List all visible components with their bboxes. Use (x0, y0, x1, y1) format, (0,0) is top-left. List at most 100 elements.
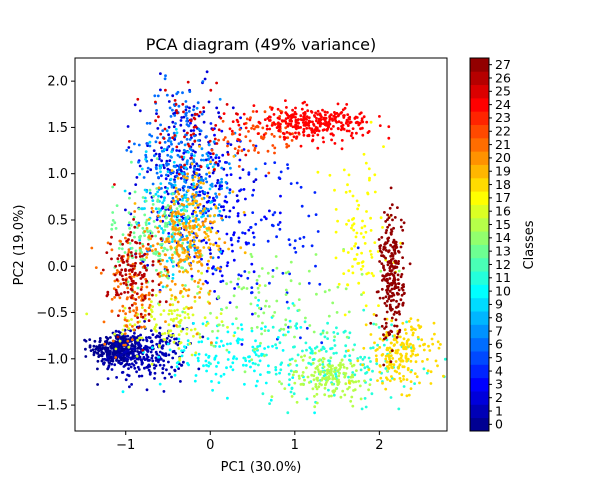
scatter-point (253, 312, 257, 315)
scatter-point (143, 207, 146, 210)
scatter-point (180, 349, 184, 353)
scatter-point (133, 235, 136, 239)
colorbar-tick-label: 26 (495, 70, 511, 85)
scatter-point (169, 329, 173, 333)
scatter-point (154, 359, 158, 362)
scatter-point (102, 320, 106, 324)
scatter-point (207, 238, 211, 242)
scatter-point (203, 230, 207, 234)
scatter-point (347, 269, 351, 273)
scatter-point (164, 266, 168, 269)
scatter-point (261, 321, 264, 325)
scatter-point (225, 103, 229, 106)
scatter-point (357, 203, 361, 207)
colorbar-segment (470, 244, 489, 259)
scatter-point (186, 248, 190, 252)
colorbar-segment (470, 97, 489, 112)
scatter-point (379, 376, 383, 380)
scatter-point (235, 357, 239, 361)
scatter-point (391, 366, 394, 370)
scatter-point (164, 222, 168, 226)
scatter-point (184, 269, 188, 273)
scatter-point (141, 298, 145, 302)
scatter-point (383, 246, 387, 250)
scatter-point (386, 218, 389, 222)
scatter-point (272, 113, 276, 116)
scatter-point (443, 357, 447, 361)
scatter-point (382, 264, 385, 268)
scatter-point (148, 191, 152, 195)
scatter-point (159, 132, 163, 136)
scatter-point (329, 356, 333, 360)
scatter-point (275, 299, 279, 303)
scatter-point (177, 337, 181, 341)
scatter-point (386, 288, 390, 292)
scatter-point (160, 164, 163, 167)
scatter-point (268, 119, 272, 122)
scatter-point (385, 348, 389, 352)
scatter-point (200, 197, 204, 201)
scatter-point (130, 296, 133, 300)
scatter-point (145, 256, 149, 259)
scatter-point (167, 125, 171, 129)
scatter-point (209, 311, 212, 315)
scatter-point (143, 188, 147, 192)
scatter-point (151, 203, 155, 206)
scatter-point (236, 341, 240, 345)
scatter-point (232, 334, 236, 338)
scatter-point (265, 299, 268, 303)
scatter-point (84, 355, 88, 358)
scatter-point (198, 255, 202, 259)
scatter-point (177, 367, 181, 370)
scatter-point (401, 301, 405, 305)
scatter-point (195, 234, 199, 238)
scatter-point (163, 338, 167, 342)
scatter-point (138, 252, 142, 256)
scatter-point (109, 349, 112, 353)
scatter-point (385, 229, 388, 232)
scatter-point (111, 359, 115, 363)
scatter-point (380, 324, 384, 328)
scatter-point (160, 149, 164, 153)
scatter-point (188, 233, 192, 237)
colorbar-tick-label: 25 (495, 84, 511, 99)
scatter-point (126, 253, 130, 257)
scatter-point (217, 244, 221, 248)
scatter-point (130, 270, 134, 273)
colorbar-tick-label: 0 (495, 417, 503, 432)
scatter-point (192, 240, 196, 244)
scatter-point (235, 194, 239, 198)
scatter-point (153, 366, 156, 370)
scatter-point (193, 255, 197, 259)
scatter-point (320, 378, 324, 382)
scatter-point (372, 313, 376, 316)
scatter-point (257, 298, 260, 302)
scatter-point (302, 133, 306, 137)
scatter-point (372, 274, 375, 278)
scatter-point (300, 355, 303, 359)
scatter-point (278, 221, 282, 224)
scatter-point (286, 124, 290, 128)
scatter-point (187, 230, 191, 234)
scatter-point (111, 219, 115, 222)
scatter-point (385, 299, 389, 303)
scatter-point (113, 363, 117, 367)
scatter-point (385, 317, 389, 321)
scatter-point (186, 250, 190, 254)
scatter-point (284, 117, 288, 120)
scatter-point (137, 143, 141, 147)
scatter-point (84, 339, 88, 343)
scatter-point (139, 258, 143, 261)
scatter-point (118, 239, 122, 243)
scatter-point (315, 126, 319, 130)
scatter-point (263, 118, 267, 121)
scatter-point (147, 293, 151, 297)
y-tick-label: −1.0 (36, 352, 68, 367)
scatter-point (231, 249, 234, 253)
scatter-point (425, 371, 429, 375)
scatter-point (163, 77, 167, 81)
scatter-point (287, 122, 291, 126)
scatter-point (295, 322, 299, 326)
scatter-point (184, 284, 187, 287)
colorbar-tick-label: 13 (495, 243, 511, 258)
